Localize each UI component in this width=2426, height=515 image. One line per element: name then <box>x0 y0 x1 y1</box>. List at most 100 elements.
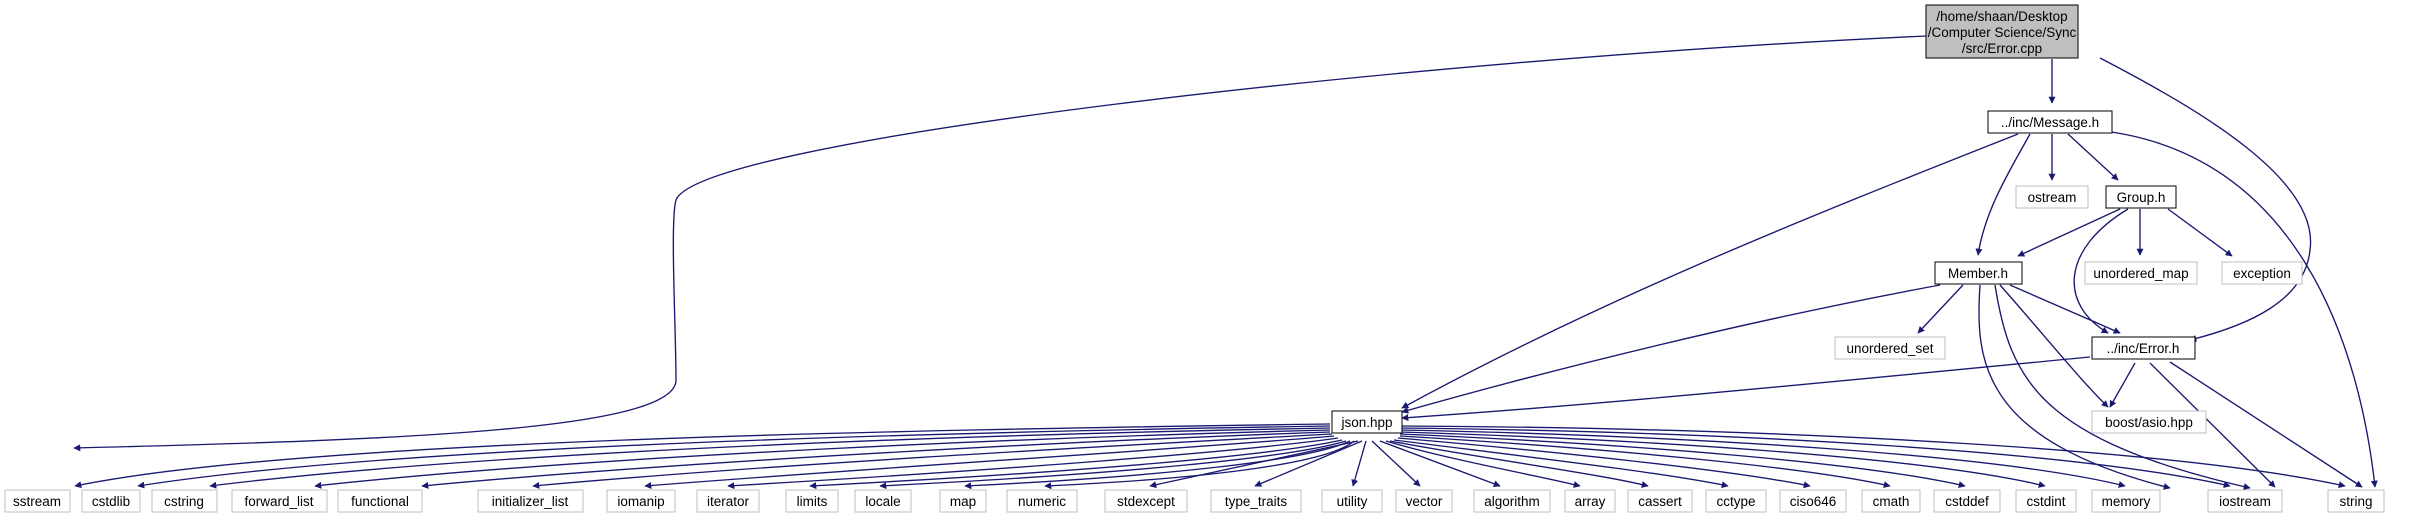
node-string[interactable]: string <box>2327 489 2385 513</box>
error-h-label: ../inc/Error.h <box>2107 341 2180 356</box>
edge-json-to-cstring <box>209 427 1331 489</box>
edge-json-to-string <box>1399 425 2346 489</box>
node-unordered-set[interactable]: unordered_set <box>1834 336 1946 360</box>
utility-label: utility <box>1337 494 1368 509</box>
edge-json-to-iomanip <box>644 435 1335 489</box>
node-group-h[interactable]: Group.h <box>2105 185 2177 209</box>
edge-group-to-member <box>2017 208 2121 257</box>
algorithm-label: algorithm <box>1484 494 1540 509</box>
sstream-label: sstream <box>13 494 61 509</box>
node-exception[interactable]: exception <box>2221 261 2303 285</box>
iterator-label: iterator <box>707 494 750 509</box>
locale-label: locale <box>865 494 900 509</box>
node-ostream[interactable]: ostream <box>2015 185 2089 209</box>
edge-json-to-functional <box>421 431 1331 489</box>
node-functional[interactable]: functional <box>337 489 423 513</box>
edge-json-to-cstdlib <box>137 425 1331 489</box>
node-utility[interactable]: utility <box>1321 489 1383 513</box>
cctype-label: cctype <box>1716 494 1755 509</box>
root-label-line-1: /home/shaan/Desktop <box>1936 9 2067 24</box>
json-hpp-label: json.hpp <box>1340 415 1392 430</box>
edge-group-to-exception <box>2167 208 2233 257</box>
node-cstdint[interactable]: cstdint <box>2015 489 2077 513</box>
node-map[interactable]: map <box>939 489 987 513</box>
ostream-label: ostream <box>2028 190 2077 205</box>
cstdlib-label: cstdlib <box>92 494 130 509</box>
node-cstdlib[interactable]: cstdlib <box>81 489 141 513</box>
node-sstream[interactable]: sstream <box>4 489 71 513</box>
node-unordered-map[interactable]: unordered_map <box>2084 261 2198 285</box>
node-boost-asio[interactable]: boost/asio.hpp <box>2091 410 2207 434</box>
edge-json-to-map <box>964 440 1351 490</box>
edge-member-to-iostream <box>1994 284 2251 491</box>
limits-label: limits <box>797 494 828 509</box>
node-root-error-cpp[interactable]: /home/shaan/Desktop /Computer Science/Sy… <box>1925 4 2079 59</box>
edge-message-to-string <box>2094 129 2378 488</box>
edge-json-to-forward-list <box>314 429 1331 489</box>
node-initializer-list[interactable]: initializer_list <box>477 489 584 513</box>
edge-json-to-cctype <box>1393 439 1729 489</box>
edge-error-h-to-string <box>2169 361 2363 488</box>
node-limits[interactable]: limits <box>785 489 839 513</box>
node-iterator[interactable]: iterator <box>696 489 760 513</box>
node-cmath[interactable]: cmath <box>1861 489 1921 513</box>
node-iomanip[interactable]: iomanip <box>606 489 676 513</box>
node-iostream[interactable]: iostream <box>2207 489 2283 513</box>
map-label: map <box>950 494 976 509</box>
edge-json-to-numeric <box>1044 440 1355 490</box>
edge-json-to-locale <box>879 440 1347 490</box>
node-member-h[interactable]: Member.h <box>1934 261 2023 285</box>
node-type-traits[interactable]: type_traits <box>1210 489 1302 513</box>
node-message-h[interactable]: ../inc/Message.h <box>1987 110 2113 134</box>
edge-json-to-cstddef <box>1399 433 1966 489</box>
node-cstring[interactable]: cstring <box>151 489 218 513</box>
node-cassert[interactable]: cassert <box>1627 489 1693 513</box>
array-label: array <box>1575 494 1606 509</box>
edge-json-to-memory <box>1399 429 2126 488</box>
node-cstddef[interactable]: cstddef <box>1933 489 2001 513</box>
cstring-label: cstring <box>164 494 204 509</box>
node-error-h[interactable]: ../inc/Error.h <box>2091 336 2196 360</box>
edge-error-h-to-json <box>1401 356 2091 422</box>
edge-member-to-unordered-set <box>1917 284 1964 334</box>
node-algorithm[interactable]: algorithm <box>1473 489 1551 513</box>
node-vector[interactable]: vector <box>1395 489 1453 513</box>
vector-label: vector <box>1406 494 1443 509</box>
edge-json-to-cstdint <box>1399 431 2046 488</box>
edge-member-to-json <box>1401 284 1941 414</box>
node-array[interactable]: array <box>1564 489 1616 513</box>
message-h-label: ../inc/Message.h <box>2001 115 2099 130</box>
edge-json-to-iterator <box>727 437 1339 490</box>
edge-error-h-to-iostream <box>2149 362 2276 488</box>
exception-label: exception <box>2233 266 2291 281</box>
edge-json-to-cassert <box>1389 440 1649 488</box>
edge-root-to-error-h <box>2099 57 2312 342</box>
stdexcept-label: stdexcept <box>1117 494 1175 509</box>
node-numeric[interactable]: numeric <box>1006 489 1078 513</box>
edge-json-to-utility <box>1351 440 1367 487</box>
edge-json-to-limits <box>809 439 1343 490</box>
cstdint-label: cstdint <box>2026 494 2065 509</box>
edge-json-to-sstream <box>74 423 1331 489</box>
node-json-hpp[interactable]: json.hpp <box>1331 410 1403 434</box>
string-label: string <box>2339 494 2372 509</box>
ciso646-label: ciso646 <box>1790 494 1837 509</box>
initializer-list-label: initializer_list <box>492 494 569 509</box>
node-cctype[interactable]: cctype <box>1705 489 1767 513</box>
cmath-label: cmath <box>1873 494 1910 509</box>
forward-list-label: forward_list <box>244 494 313 509</box>
node-locale[interactable]: locale <box>854 489 912 513</box>
node-memory[interactable]: memory <box>2091 489 2161 513</box>
edge-json-to-type-traits <box>1254 440 1363 487</box>
node-stdexcept[interactable]: stdexcept <box>1104 489 1188 513</box>
node-ciso646[interactable]: ciso646 <box>1779 489 1847 513</box>
node-forward-list[interactable]: forward_list <box>231 489 328 513</box>
edge-json-to-array <box>1385 440 1581 488</box>
functional-label: functional <box>351 494 409 509</box>
edge-json-to-initializer-list <box>532 433 1333 489</box>
boost-asio-label: boost/asio.hpp <box>2105 415 2193 430</box>
edge-json-to-iostream <box>1399 427 2231 489</box>
root-label-line-2: /Computer Science/Sync <box>1928 25 2077 40</box>
cstddef-label: cstddef <box>1945 494 1989 509</box>
